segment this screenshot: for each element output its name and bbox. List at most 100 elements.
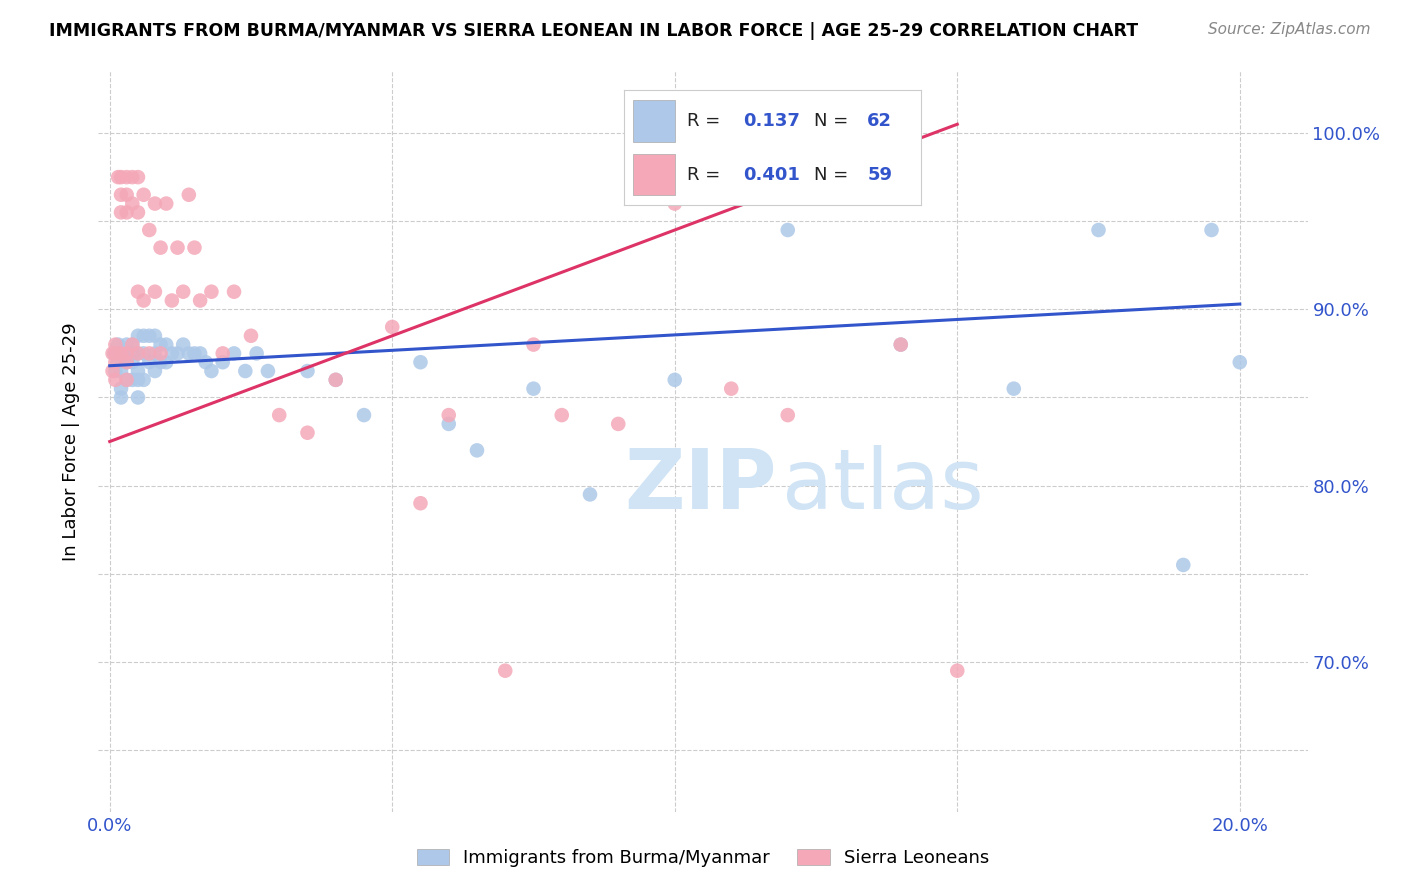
Point xyxy=(107,355,129,369)
Text: Source: ZipAtlas.com: Source: ZipAtlas.com xyxy=(1208,22,1371,37)
Point xyxy=(437,408,460,422)
Point xyxy=(127,170,149,185)
Point xyxy=(101,364,124,378)
Point xyxy=(110,346,132,360)
Point xyxy=(409,496,432,510)
Point xyxy=(325,373,347,387)
Point xyxy=(115,205,138,219)
Point xyxy=(353,408,375,422)
Point xyxy=(143,346,166,360)
Point xyxy=(776,408,799,422)
Point xyxy=(607,417,630,431)
Point xyxy=(104,364,127,378)
Point xyxy=(149,241,172,255)
Point xyxy=(115,170,138,185)
Point xyxy=(127,364,149,378)
Point xyxy=(1229,355,1251,369)
Point xyxy=(200,285,222,299)
Point xyxy=(664,373,686,387)
Point xyxy=(121,346,143,360)
Point xyxy=(177,187,200,202)
Point xyxy=(115,373,138,387)
Point xyxy=(127,346,149,360)
Point xyxy=(890,337,912,351)
Point xyxy=(138,223,160,237)
Point xyxy=(104,373,127,387)
Point xyxy=(246,346,269,360)
Point xyxy=(437,417,460,431)
Text: atlas: atlas xyxy=(782,445,983,526)
Point xyxy=(172,285,194,299)
Point xyxy=(240,328,263,343)
Point xyxy=(132,293,155,308)
Legend: Immigrants from Burma/Myanmar, Sierra Leoneans: Immigrants from Burma/Myanmar, Sierra Le… xyxy=(409,841,997,874)
Point xyxy=(101,346,124,360)
Point xyxy=(110,170,132,185)
Point xyxy=(110,187,132,202)
Point xyxy=(115,187,138,202)
Point xyxy=(155,337,177,351)
Point xyxy=(381,320,404,334)
Point xyxy=(110,391,132,405)
Point xyxy=(103,346,125,360)
Point xyxy=(143,328,166,343)
Point xyxy=(269,408,291,422)
Point xyxy=(149,355,172,369)
Point xyxy=(121,355,143,369)
Point xyxy=(121,170,143,185)
Point xyxy=(138,355,160,369)
Point xyxy=(211,346,233,360)
Point xyxy=(110,205,132,219)
Point xyxy=(188,293,211,308)
Point xyxy=(222,346,245,360)
Point xyxy=(522,337,544,351)
Point xyxy=(115,355,138,369)
Point xyxy=(155,196,177,211)
Point xyxy=(297,364,319,378)
Point xyxy=(257,364,280,378)
Text: ZIP: ZIP xyxy=(624,445,778,526)
Point xyxy=(188,346,211,360)
Point xyxy=(325,373,347,387)
Point xyxy=(222,285,245,299)
Text: IMMIGRANTS FROM BURMA/MYANMAR VS SIERRA LEONEAN IN LABOR FORCE | AGE 25-29 CORRE: IMMIGRANTS FROM BURMA/MYANMAR VS SIERRA … xyxy=(49,22,1139,40)
Point xyxy=(127,205,149,219)
Point xyxy=(115,373,138,387)
Point xyxy=(121,337,143,351)
Point xyxy=(132,346,155,360)
Point xyxy=(177,346,200,360)
Point xyxy=(110,346,132,360)
Point xyxy=(183,346,205,360)
Point xyxy=(121,337,143,351)
Point xyxy=(127,346,149,360)
Point xyxy=(946,664,969,678)
Point xyxy=(832,187,855,202)
Point xyxy=(1173,558,1195,572)
Point xyxy=(1087,223,1109,237)
Point xyxy=(115,346,138,360)
Point xyxy=(143,285,166,299)
Point xyxy=(115,355,138,369)
Point xyxy=(494,664,516,678)
Point xyxy=(104,346,127,360)
Point xyxy=(149,346,172,360)
Point xyxy=(1002,382,1025,396)
Point xyxy=(107,170,129,185)
Point xyxy=(127,285,149,299)
Point xyxy=(664,196,686,211)
Point xyxy=(155,355,177,369)
Point xyxy=(132,328,155,343)
Point xyxy=(166,241,188,255)
Point xyxy=(1201,223,1223,237)
Point xyxy=(138,346,160,360)
Point xyxy=(720,382,742,396)
Y-axis label: In Labor Force | Age 25-29: In Labor Force | Age 25-29 xyxy=(62,322,80,561)
Point xyxy=(551,408,574,422)
Point xyxy=(194,355,217,369)
Point xyxy=(107,337,129,351)
Point xyxy=(776,223,799,237)
Point xyxy=(132,187,155,202)
Point xyxy=(409,355,432,369)
Point xyxy=(138,328,160,343)
Point xyxy=(166,346,188,360)
